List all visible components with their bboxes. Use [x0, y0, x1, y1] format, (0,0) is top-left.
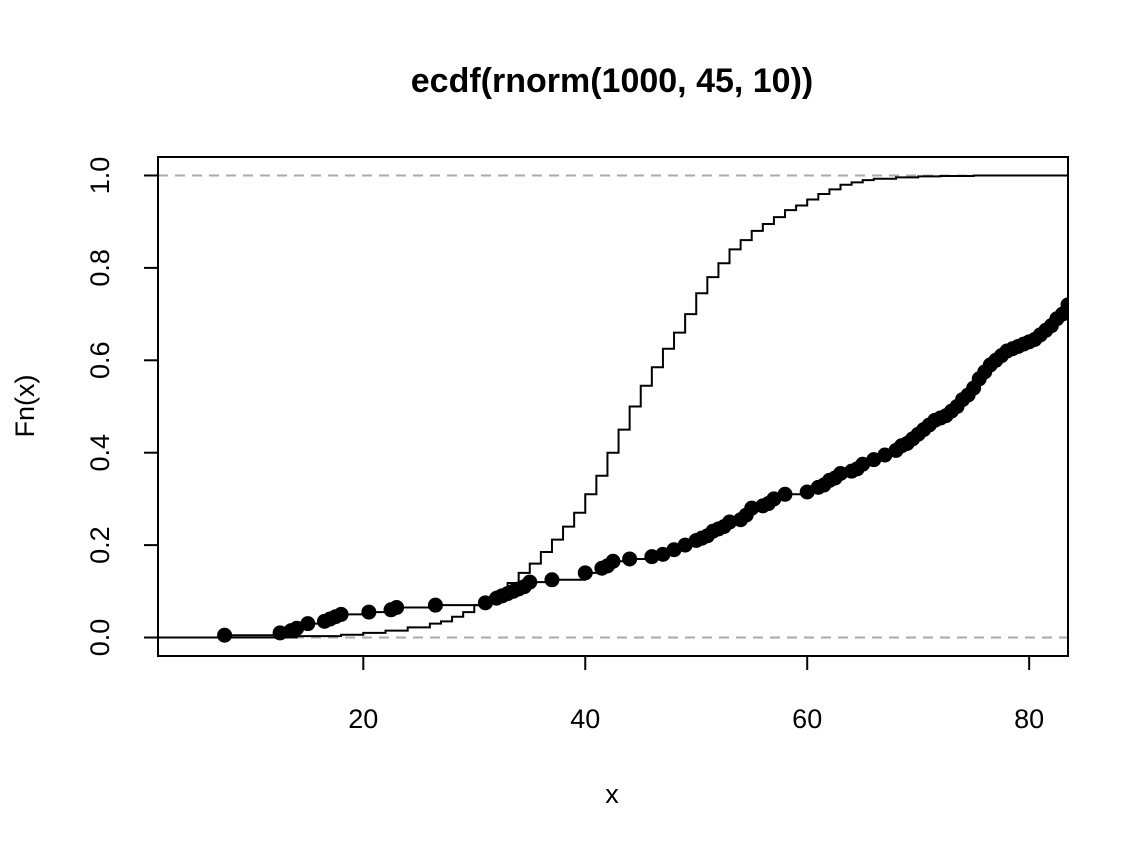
data-point [300, 616, 316, 632]
data-point [1060, 297, 1068, 313]
data-point [427, 597, 443, 613]
plot-area [158, 174, 1068, 643]
data-point [777, 486, 793, 502]
y-tick-label: 0.2 [85, 526, 115, 564]
y-tick-label: 1.0 [85, 157, 115, 195]
data-point [522, 574, 538, 590]
y-tick-label: 0.6 [85, 342, 115, 380]
data-point [217, 627, 233, 643]
y-axis: 0.0 0.2 0.4 0.6 0.8 1.0 [85, 157, 159, 657]
y-tick-label: 0.8 [85, 249, 115, 287]
y-tick-label: 0.4 [85, 434, 115, 472]
data-point [389, 599, 405, 615]
y-axis-title: Fn(x) [10, 375, 40, 438]
x-tick-label: 20 [348, 704, 378, 734]
data-point [333, 606, 349, 622]
data-point [622, 551, 638, 567]
x-tick-label: 40 [570, 704, 600, 734]
chart-title: ecdf(rnorm(1000, 45, 10)) [411, 62, 814, 100]
x-tick-label: 80 [1014, 704, 1044, 734]
data-point [577, 565, 593, 581]
data-point [605, 553, 621, 569]
x-axis-title: x [605, 779, 619, 809]
x-axis: 20 40 60 80 [348, 655, 1044, 734]
plot-frame [157, 156, 1069, 657]
series-line-0 [158, 174, 1068, 639]
series-line-1 [158, 304, 1068, 639]
x-tick-label: 60 [792, 704, 822, 734]
data-point [361, 604, 377, 620]
y-tick-label: 0.0 [85, 619, 115, 657]
data-point [544, 572, 560, 588]
